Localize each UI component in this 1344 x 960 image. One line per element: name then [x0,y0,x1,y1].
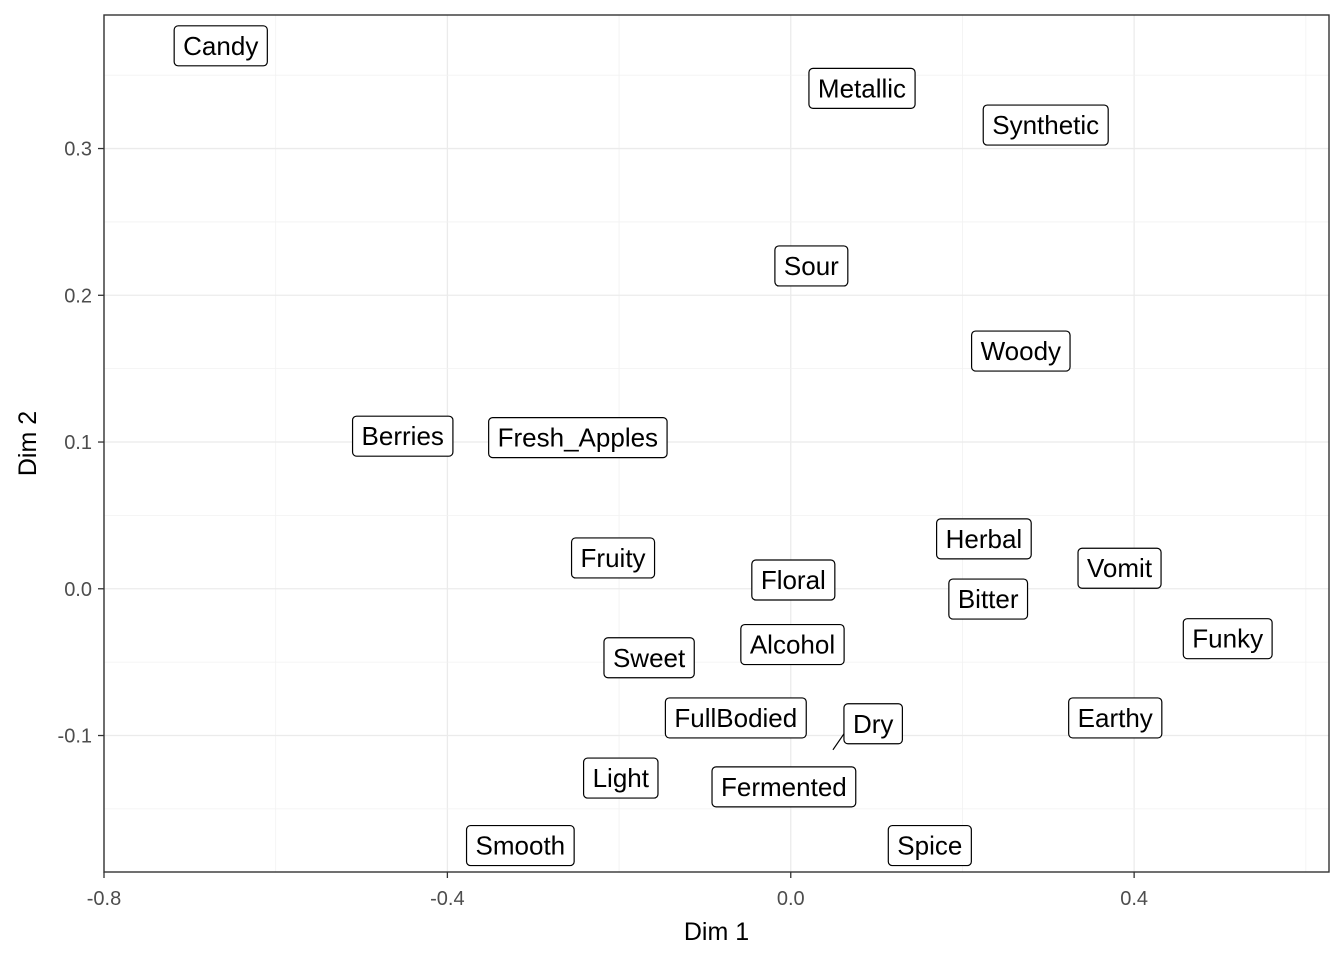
label-text: Sour [784,251,839,281]
x-axis-title: Dim 1 [684,918,749,946]
y-tick-label: 0.0 [64,579,92,601]
label-box [887,824,972,867]
label-box [843,703,903,745]
label-box [808,67,916,109]
label-box [582,757,659,799]
point-label-dry: Dry [843,703,903,745]
label-text: Earthy [1078,703,1153,733]
label-box [351,415,454,457]
grid [103,15,1329,872]
point-label-sweet: Sweet [603,637,695,679]
point-label-spice: Spice [887,824,972,867]
point-labels: Candy Metallic Synthetic Sour Woody Berries Fr… [173,25,1273,867]
x-tick-label: 0.4 [1120,888,1148,910]
label-box [948,578,1029,620]
point-label-fruity: Fruity [570,537,656,579]
label-text: Synthetic [992,110,1099,140]
label-box [173,25,268,67]
label-box [1068,697,1163,739]
label-text: Floral [761,565,826,595]
point-label-synthetic: Synthetic [982,104,1109,146]
label-text: Smooth [476,831,566,861]
x-tick-label: -0.8 [87,888,121,910]
point-label-alcohol: Alcohol [740,623,845,666]
y-axis-title: Dim 2 [14,411,42,476]
panel-border [103,14,1330,873]
label-text: Vomit [1087,553,1153,583]
leader-line [832,733,845,751]
label-box [751,559,836,601]
leader-lines [832,733,845,751]
label-box [570,537,656,579]
point-label-candy: Candy [173,25,268,67]
point-label-metallic: Metallic [808,67,916,109]
point-label-herbal: Herbal [936,518,1032,560]
point-label-smooth: Smooth [465,824,575,867]
label-text: Fresh_Apples [498,423,658,453]
point-label-funky: Funky [1182,618,1273,660]
point-label-fermented: Fermented [711,766,857,808]
label-text: FullBodied [674,703,797,733]
label-text: Funky [1192,624,1263,654]
label-box [982,104,1109,146]
label-text: Candy [183,31,258,61]
point-label-woody: Woody [970,330,1071,372]
label-box [774,245,849,287]
label-box [970,330,1071,372]
point-label-berries: Berries [351,415,454,457]
y-tick-label: 0.1 [64,432,92,454]
label-box [603,637,695,679]
point-label-floral: Floral [751,559,836,601]
label-text: Metallic [818,73,906,103]
label-text: Fermented [721,772,847,802]
label-box [740,623,845,666]
point-label-bitter: Bitter [948,578,1029,620]
label-text: Dry [853,709,893,739]
y-tick-label: -0.1 [58,726,92,748]
label-box [465,824,575,867]
x-tick-label: 0.0 [777,888,805,910]
y-tick-label: 0.2 [64,285,92,307]
label-text: Bitter [958,584,1019,614]
y-tick-label: 0.3 [64,139,92,161]
label-text: Light [593,763,650,793]
label-text: Fruity [581,543,646,573]
label-text: Spice [897,831,962,861]
label-box [936,518,1032,560]
x-axis: -0.8 -0.4 0.0 0.4 [87,872,1148,910]
label-text: Herbal [946,524,1023,554]
label-box [664,697,807,739]
label-box [711,766,857,808]
point-label-fullbodied: FullBodied [664,697,807,739]
label-text: Sweet [613,643,686,673]
label-box [488,417,668,459]
point-label-light: Light [582,757,659,799]
label-box [1077,547,1162,589]
x-tick-label: -0.4 [430,888,464,910]
point-label-earthy: Earthy [1068,697,1163,739]
point-label-fresh-apples: Fresh_Apples [488,417,668,459]
point-label-vomit: Vomit [1077,547,1162,589]
label-box [1182,618,1273,660]
y-axis: -0.1 0.0 0.1 0.2 0.3 [58,139,104,748]
point-label-sour: Sour [774,245,849,287]
label-text: Alcohol [750,630,835,660]
label-text: Berries [362,421,444,451]
label-text: Woody [981,336,1061,366]
